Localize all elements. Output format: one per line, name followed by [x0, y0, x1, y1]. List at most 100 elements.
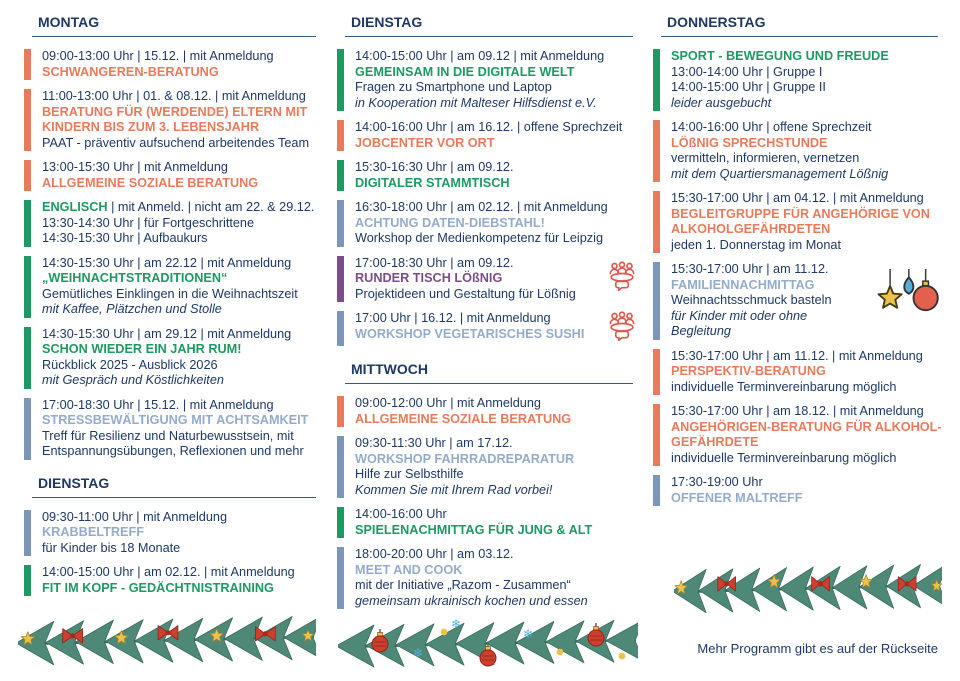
event-time: 15:30-17:00 Uhr | am 04.12. | mit Anmeld… — [671, 191, 924, 205]
event-color-bar — [653, 262, 660, 340]
event-title: SPIELENACHMITTAG FÜR JUNG & ALT — [355, 522, 593, 537]
event-entry: 14:00-15:00 Uhr | am 02.12. | mit Anmeld… — [24, 565, 320, 596]
event-time: 14:00-16:00 Uhr — [355, 507, 447, 521]
event-time: 13:30-14:30 Uhr | für Fortgeschrittene — [42, 215, 255, 230]
event-body: mit der Initiative „Razom - Zusammen“ — [355, 578, 571, 592]
ornaments-icon-wrap — [870, 269, 942, 332]
event-text: 17:00-18:30 Uhr | 15.12. | mit Anmeldung… — [42, 398, 320, 460]
event-time: 15:30-16:30 Uhr | am 09.12. — [355, 160, 514, 174]
event-text: 15:30-17:00 Uhr | am 11.12. | mit Anmeld… — [671, 349, 942, 396]
event-text: 13:00-15:30 Uhr | mit Anmeldung ALLGEMEIN… — [42, 160, 320, 191]
event-entry: 09:30-11:00 Uhr | mit Anmeldung KRABBELTR… — [24, 509, 320, 557]
event-color-bar — [24, 255, 31, 318]
event-italic: in Kooperation mit Malteser Hilfsdienst … — [355, 95, 597, 110]
event-color-bar — [24, 565, 31, 596]
event-title: GEMEINSAM IN DIE DIGITALE WELT — [355, 64, 575, 79]
event-text: 09:30-11:00 Uhr | mit Anmeldung KRABBELTR… — [42, 510, 320, 557]
day-section: DONNERSTAG SPORT - BEWEGUNG UND FREUDE 13:… — [653, 14, 942, 506]
event-entry: 18:00-20:00 Uhr | am 03.12. MEET AND COOK… — [337, 547, 637, 609]
event-time: 14:00-15:00 Uhr | am 02.12. | mit Anmeld… — [42, 565, 295, 579]
event-text: 14:00-16:00 Uhr | offene Sprechzeit LÖßNI… — [671, 120, 942, 182]
event-title: ALLGEMEINE SOZIALE BERATUNG — [355, 411, 572, 426]
event-entry: 15:30-16:30 Uhr | am 09.12. DIGITALER STA… — [337, 160, 637, 191]
event-color-bar — [337, 200, 344, 247]
event-body: Rückblick 2025 - Ausblick 2026 — [42, 357, 218, 372]
garland-svg — [15, 615, 323, 666]
event-title: BEGLEITGRUPPE FÜR ANGEHÖRIGE VON ALKOHOL… — [671, 206, 930, 237]
event-entry: 15:30-17:00 Uhr | am 18.12. | mit Anmeld… — [653, 404, 942, 466]
event-color-bar — [24, 49, 31, 80]
event-text: 09:30-11:30 Uhr | am 17.12. WORKSHOP FAHR… — [355, 436, 637, 498]
event-entry: 15:30-17:00 Uhr | am 04.12. | mit Anmeld… — [653, 191, 942, 253]
event-title: DIGITALER STAMMTISCH — [355, 175, 510, 190]
event-text: 16:30-18:00 Uhr | am 02.12. | mit Anmeld… — [355, 200, 637, 247]
event-color-bar — [337, 547, 344, 609]
event-entry: 13:00-15:30 Uhr | mit Anmeldung ALLGEMEIN… — [24, 160, 320, 191]
event-entry: 14:30-15:30 Uhr | am 22.12 | mit Anmeldu… — [24, 255, 320, 318]
event-color-bar — [24, 200, 31, 247]
event-entry: 17:30-19:00 Uhr OFFENER MALTREFF — [653, 475, 942, 506]
event-title: FIT IM KOPF - GEDÄCHTNISTRAINING — [42, 580, 274, 595]
event-time: 14:00-16:00 Uhr | am 16.12. | offene Spr… — [355, 120, 623, 134]
event-italic: leider ausgebucht — [671, 95, 772, 110]
event-time: 13:00-14:00 Uhr | Gruppe I — [671, 64, 823, 79]
event-title: STRESSBEWÄLTIGUNG MIT ACHTSAMKEIT — [42, 413, 309, 427]
event-color-bar — [337, 120, 344, 151]
event-title: LÖßNIG SPRECHSTUNDE — [671, 135, 828, 150]
event-text: 15:30-17:00 Uhr | am 04.12. | mit Anmeld… — [671, 191, 942, 253]
christmas-ornaments-icon — [877, 269, 939, 312]
event-title: ANGEHÖRIGEN-BERATUNG FÜR ALKOHOL-GEFÄHRD… — [671, 419, 942, 450]
event-entry: 17:00 Uhr | 16.12. | mit Anmeldung WORKSH… — [337, 311, 637, 346]
event-entry: 15:30-17:00 Uhr | am 11.12. | mit Anmeld… — [653, 348, 942, 396]
event-time: 15:30-17:00 Uhr | am 18.12. | mit Anmeld… — [671, 404, 924, 418]
event-color-bar — [24, 397, 31, 460]
event-time: 17:00 Uhr | 16.12. | mit Anmeldung — [355, 311, 551, 325]
event-time: 16:30-18:00 Uhr | am 02.12. | mit Anmeld… — [355, 200, 608, 214]
day-section: MITTWOCH 09:00-12:00 Uhr | mit Anmeldung A… — [337, 361, 637, 609]
event-color-bar — [653, 191, 660, 253]
event-color-bar — [653, 120, 660, 182]
svg-text:❄: ❄ — [523, 627, 533, 641]
event-title: PERSPEKTIV-BERATUNG — [671, 364, 826, 378]
event-title: ENGLISCH — [42, 200, 108, 214]
event-time: 14:00-16:00 Uhr | offene Sprechzeit — [671, 120, 872, 134]
people-discussion-icon — [609, 311, 635, 342]
event-text: SPORT - BEWEGUNG UND FREUDE 13:00-14:00 U… — [671, 49, 942, 111]
event-text: 14:00-15:00 Uhr | am 02.12. | mit Anmeld… — [42, 565, 320, 596]
event-time: 09:00-12:00 Uhr | mit Anmeldung — [355, 396, 541, 410]
day-section: MONTAG 09:00-13:00 Uhr | 15.12. | mit Anm… — [24, 14, 320, 460]
event-italic: mit Gespräch und Köstlichkeiten — [42, 373, 224, 387]
event-body: für Kinder bis 18 Monate — [42, 540, 181, 555]
event-body: individuelle Terminvereinbarung möglich — [671, 450, 897, 465]
event-italic: mit dem Quartiersmanagement Lößnig — [671, 166, 889, 181]
event-body: Gemütliches Einklingen in die Weihnachts… — [42, 286, 298, 301]
event-time: 09:30-11:30 Uhr | am 17.12. — [355, 436, 513, 450]
event-body: jeden 1. Donnerstag im Monat — [671, 237, 841, 252]
event-color-bar — [653, 348, 660, 395]
event-color-bar — [337, 255, 344, 302]
event-time: 09:00-13:00 Uhr | 15.12. | mit Anmeldung — [42, 49, 274, 63]
event-body: vermitteln, informieren, vernetzen — [671, 151, 860, 165]
event-time: 17:00-18:30 Uhr | 15.12. | mit Anmeldung — [42, 397, 274, 412]
day-heading: MITTWOCH — [345, 361, 633, 384]
event-title: OFFENER MALTREFF — [671, 490, 803, 505]
day-heading: MONTAG — [32, 14, 316, 37]
event-time: 17:30-19:00 Uhr — [671, 475, 763, 489]
event-italic: mit Kaffee, Plätzchen und Stolle — [42, 302, 222, 316]
event-entry: 14:30-15:30 Uhr | am 29.12 | mit Anmeldu… — [24, 326, 320, 389]
event-time: 09:30-11:00 Uhr | mit Anmeldung — [42, 509, 228, 524]
event-entry: 14:00-16:00 Uhr | offene Sprechzeit LÖßNI… — [653, 120, 942, 182]
christmas-garland-decoration: ❄ ❄ ❄ — [335, 612, 645, 676]
event-time: 15:30-17:00 Uhr | am 11.12. | mit Anmeld… — [671, 348, 923, 363]
event-body: Weihnachtsschmuck basteln — [671, 293, 832, 307]
event-text: 11:00-13:00 Uhr | 01. & 08.12. | mit Anm… — [42, 89, 320, 151]
day-section: DIENSTAG 09:30-11:00 Uhr | mit Anmeldung K… — [24, 475, 320, 596]
event-color-bar — [337, 396, 344, 427]
event-title: ACHTUNG DATEN-DIEBSTAHL! — [355, 215, 545, 230]
event-text: ENGLISCH | mit Anmeld. | nicht am 22. & … — [42, 200, 320, 247]
event-italic: für Kinder mit oder ohne Begleitung — [671, 308, 808, 339]
event-color-bar — [653, 49, 660, 111]
event-time: 13:00-15:30 Uhr | mit Anmeldung — [42, 160, 228, 174]
event-body: Projektideen und Gestaltung für Lößnig — [355, 286, 576, 301]
